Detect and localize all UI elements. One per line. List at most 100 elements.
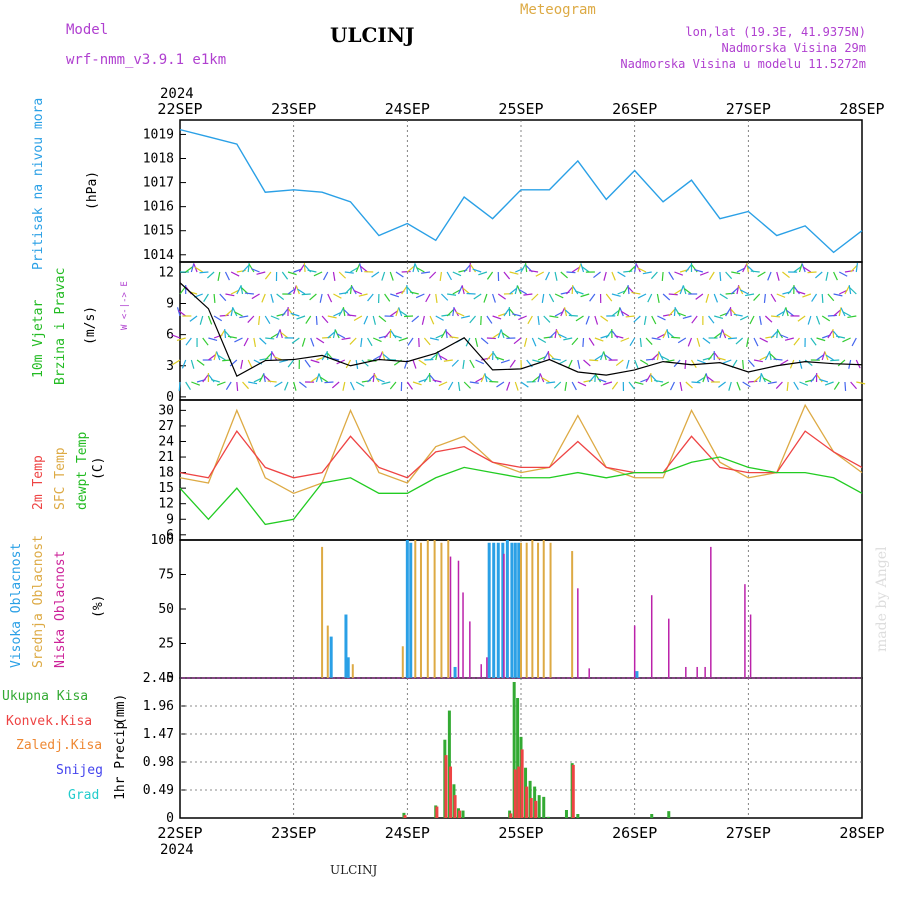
wind-arrow [308, 270, 317, 272]
wind-arrow [288, 360, 294, 367]
wind-arrow [754, 294, 760, 301]
wind-arrow [292, 338, 299, 343]
wind-arrow [651, 272, 657, 279]
wind-arrow [260, 374, 264, 382]
lonlat-label: lon,lat (19.3E, 41.9375N) [685, 25, 866, 39]
wind-arrow [220, 315, 229, 316]
wind-arrow [845, 382, 846, 391]
temp-ylabel-2m: 2m Temp [31, 455, 46, 510]
wind-arrow [811, 375, 817, 382]
wind-arrow [231, 272, 239, 276]
wind-arrow [825, 382, 833, 385]
wind-arrow [754, 360, 763, 362]
wind-arrow [424, 338, 430, 345]
wind-arrow [709, 316, 714, 323]
cloud-bar-low [469, 621, 471, 678]
precip-bar-conv [449, 767, 452, 818]
wind-arrow [612, 331, 618, 338]
wind-arrow [555, 272, 557, 281]
cloud-bar-mid [440, 543, 442, 678]
wind-arrow [686, 265, 691, 272]
precip-ylabel: 1hr Precip [113, 722, 128, 800]
wind-arrow [723, 360, 731, 363]
wind-arrow [463, 360, 464, 369]
wind-arrow [343, 382, 345, 391]
y-tick-label: 25 [158, 637, 174, 652]
precip-bar-total [547, 817, 550, 818]
y-tick-label: 18 [158, 466, 174, 481]
wind-arrow [576, 316, 584, 321]
wind-arrow [302, 338, 305, 347]
cloud-bar-low [634, 626, 636, 678]
wind-arrow [252, 294, 260, 299]
model-elevation-label: Nadmorska Visina u modelu 11.5272m [620, 57, 866, 71]
wind-arrow [186, 338, 191, 345]
wind-arrow [390, 294, 399, 297]
wind-compass: W <-|-> E [120, 281, 130, 330]
wind-arrow [646, 359, 655, 360]
wind-arrow [512, 314, 521, 316]
cloud-bar-mid [447, 540, 449, 678]
wind-arrow [179, 382, 180, 391]
precip-bar-conv [458, 811, 461, 818]
wind-arrow [542, 294, 543, 303]
legend-frz-rain: Zaledj.Kisa [16, 738, 102, 753]
precip-bar-conv [530, 798, 533, 818]
wind-arrow [532, 360, 541, 362]
wind-arrow [565, 382, 566, 391]
wind-arrow [554, 382, 560, 388]
wind-arrow [237, 286, 241, 294]
wind-arrow [268, 381, 277, 382]
x-bottom-tick-label: 25SEP [498, 824, 543, 842]
y-tick-label: 1.47 [143, 727, 174, 742]
wind-arrow [830, 360, 839, 361]
wind-arrow [265, 272, 271, 279]
wind-arrow [697, 338, 699, 347]
wind-arrow [663, 294, 670, 300]
wind-arrow [429, 272, 435, 278]
wind-arrow [720, 294, 728, 299]
wind-arrow [476, 338, 478, 347]
wind-arrow [785, 338, 794, 340]
wind-arrow [302, 294, 311, 295]
wind-arrow [640, 360, 648, 365]
wind-arrow [226, 382, 231, 390]
wind-arrow [578, 360, 580, 369]
wind-arrow [561, 272, 568, 278]
wind-arrow [589, 375, 595, 382]
y-tick-label: 1014 [143, 248, 174, 263]
wind-arrow [487, 316, 492, 323]
wind-arrow [391, 331, 396, 338]
wind-arrow [316, 338, 324, 343]
wind-arrow [328, 294, 332, 302]
precip-bar-total [650, 814, 653, 818]
wind-arrow [754, 338, 758, 346]
wind-arrow [243, 382, 249, 389]
wind-arrow [529, 271, 538, 272]
wind-arrow [288, 309, 293, 316]
precip-bar-conv [509, 813, 512, 818]
pressure-unit: (hPa) [85, 171, 100, 210]
x-top-tick-label: 24SEP [385, 100, 430, 118]
wind-arrow [536, 272, 544, 276]
wind-arrow [385, 294, 390, 301]
wind-arrow [306, 316, 311, 324]
wind-arrow [218, 272, 220, 281]
wind-arrow [688, 338, 691, 346]
wind-arrow [634, 316, 641, 322]
wind-arrow [474, 294, 481, 299]
wind-arrow [364, 316, 368, 324]
wind-arrow [826, 272, 828, 281]
wind-arrow [421, 272, 430, 273]
wind-arrow [630, 338, 635, 346]
y-tick-label: 1017 [143, 176, 174, 191]
wind-arrow [515, 382, 518, 391]
wind-arrow [549, 294, 553, 302]
cloud-bar-low [668, 619, 670, 678]
wind-arrow [657, 316, 665, 320]
wind-arrow [441, 294, 447, 300]
wind-arrow [706, 294, 708, 303]
wind-arrow [322, 337, 331, 338]
wind-arrow [410, 292, 419, 294]
cloud-bar-high [330, 637, 333, 678]
